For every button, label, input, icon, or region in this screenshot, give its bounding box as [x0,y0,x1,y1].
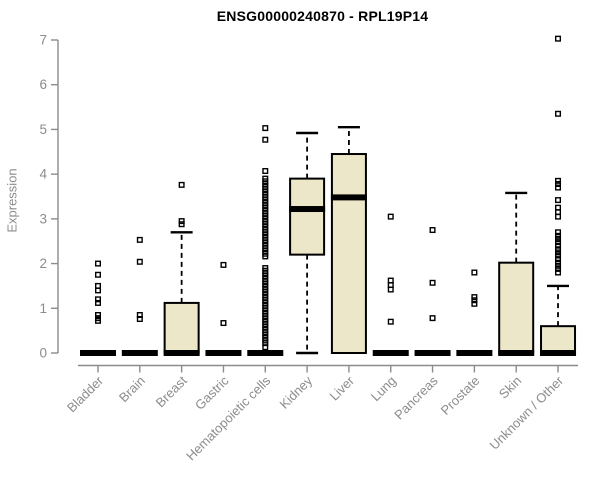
outlier-point [555,177,562,184]
outlier-point [471,294,478,301]
median-bar [205,350,242,356]
median-bar [456,350,493,356]
median-bar [414,350,451,356]
median-bar [80,350,116,356]
outlier-point [94,299,101,306]
box-iqr [330,153,367,354]
outlier-point [555,235,562,242]
outlier-point [555,252,562,259]
outlier-point [555,239,562,246]
y-axis-tick-label: 4 [39,167,47,182]
outlier-point [555,269,562,276]
outlier-point [94,296,101,303]
chart-title: ENSG00000240870 - RPL19P14 [216,8,429,24]
outlier-point [471,300,478,307]
outlier-point [555,242,562,249]
outlier-point [136,236,143,243]
y-axis-tick-label: 7 [39,33,47,48]
x-axis-category-label: Unknown / Other [487,373,567,453]
outlier-point [471,297,478,304]
median-bar [498,350,535,356]
outlier-point [387,213,394,220]
x-axis-category-label: Prostate [438,373,483,418]
x-axis-category-label: Bladder [64,373,107,416]
outlier-point [262,253,269,260]
median-bar [163,350,200,356]
y-axis-tick-label: 5 [39,122,47,137]
median-bar [247,350,284,356]
x-axis-category-label: Liver [327,373,358,404]
outlier-point [94,271,101,278]
box-iqr [289,177,326,256]
outlier-point [262,168,269,175]
outlier-point [429,227,436,234]
outlier-point [555,262,562,269]
outlier-point [555,110,562,117]
box-iqr [163,301,200,354]
outlier-point [178,221,185,228]
outlier-point [262,125,269,132]
outlier-point [136,258,143,265]
outlier-point [94,260,101,267]
y-axis-tick-label: 0 [39,346,47,361]
x-axis-category-label: Lung [368,373,399,404]
y-axis-tick-label: 3 [39,211,47,226]
x-axis-category-label: Breast [153,373,190,410]
y-axis-tick-label: 1 [39,301,47,316]
outlier-point [262,344,269,351]
outlier-point [262,136,269,143]
y-axis-tick-label: 2 [39,256,47,271]
outlier-point [555,35,562,42]
median-bar [289,206,326,213]
outlier-point [94,287,101,294]
x-axis-category-label: Gastric [192,373,232,413]
outlier-point [555,232,562,239]
median-bar [372,350,409,356]
median-bar [121,350,158,356]
outlier-point [387,286,394,293]
outlier-point [555,213,562,220]
outlier-point [555,256,562,263]
median-bar [540,350,577,356]
box-iqr [498,261,535,355]
outlier-point [178,218,185,225]
outlier-point [555,197,562,204]
x-axis-category-label: Pancreas [391,373,441,423]
outlier-point [555,180,562,187]
x-axis-category-label: Kidney [277,373,316,412]
outlier-point [220,261,227,268]
outlier-point [471,269,478,276]
x-axis-category-label: Skin [496,373,524,401]
outlier-point [429,315,436,322]
x-axis-category-label: Brain [116,373,148,405]
outlier-point [555,249,562,256]
outlier-point [94,317,101,324]
outlier-point [178,181,185,188]
median-bar [330,194,367,201]
outlier-point [429,279,436,286]
outlier-point [220,320,227,327]
outlier-point [555,259,562,266]
box-iqr [540,325,577,354]
outlier-point [387,318,394,325]
outlier-point [555,246,562,253]
outlier-point [555,184,562,191]
outlier-point [136,316,143,323]
outlier-point [555,229,562,236]
outlier-point [555,265,562,272]
y-axis-tick-label: 6 [39,77,47,92]
outlier-point [94,311,101,318]
